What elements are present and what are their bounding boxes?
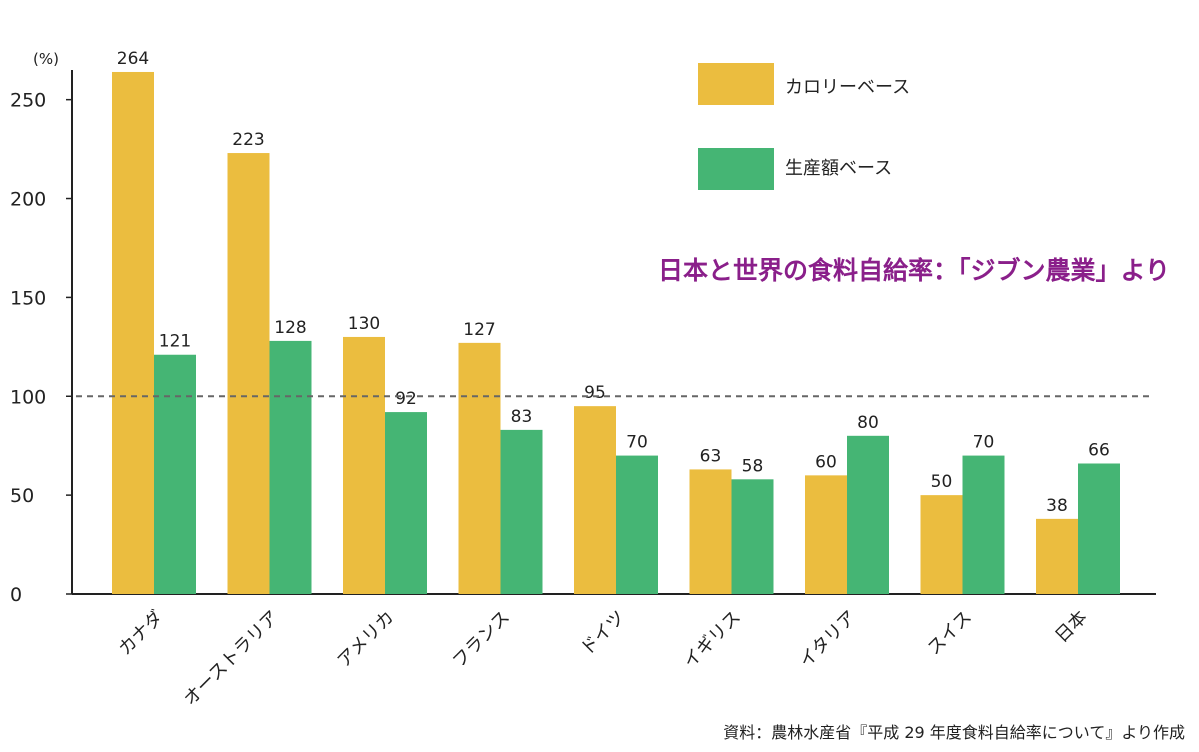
bar-value-label: 83 <box>511 407 533 427</box>
bar-value-label: 130 <box>348 314 380 334</box>
bar-calorie <box>458 342 501 594</box>
bar-calorie <box>689 469 732 594</box>
bar-value-label: 50 <box>931 472 953 492</box>
bar-value-label: 92 <box>395 389 417 409</box>
y-tick-label: 150 <box>10 287 46 309</box>
category-labels: カナダ オーストラリア アメリカ フランス ドイツ イギリス イタリア スイス 日本 <box>115 607 1092 710</box>
category-label: ドイツ <box>577 607 630 660</box>
bar-calorie <box>920 495 963 594</box>
bar-value-label: 70 <box>973 433 995 453</box>
category-label: 日本 <box>1051 607 1091 647</box>
bar-production <box>1078 463 1120 594</box>
bar-calorie <box>227 153 270 594</box>
bar-value-label: 38 <box>1046 496 1068 516</box>
category-label: アメリカ <box>333 607 398 672</box>
bar-calorie <box>805 475 847 594</box>
bar-value-label: 66 <box>1088 440 1110 460</box>
category-label: カナダ <box>115 607 168 660</box>
bar-value-label: 223 <box>232 130 264 150</box>
y-tick-label: 50 <box>10 485 34 507</box>
category-label: スイス <box>923 607 976 660</box>
y-axis-ticks: 0 50 100 150 200 250 <box>10 90 72 606</box>
legend-label-production: 生産額ベース <box>785 158 892 179</box>
bar-value-label: 70 <box>626 433 648 453</box>
source-note: 資料：農林水産省『平成 29 年度食料自給率について』より作成 <box>723 723 1185 742</box>
legend-swatch-calorie <box>698 63 774 105</box>
y-tick-label: 200 <box>10 189 46 211</box>
bar-value-label: 127 <box>463 320 495 340</box>
y-unit-label: (%) <box>33 50 59 68</box>
category-label: オーストラリア <box>180 607 283 710</box>
legend-swatch-production <box>698 148 774 190</box>
bar-production <box>269 340 312 594</box>
bar-value-label: 58 <box>742 456 764 476</box>
bar-value-label: 128 <box>274 318 306 338</box>
bar-calorie <box>574 406 616 594</box>
category-label: イギリス <box>679 607 745 673</box>
bar-production <box>847 435 889 594</box>
bar-value-label: 121 <box>159 332 191 352</box>
bar-production <box>154 354 196 594</box>
bar-value-label: 80 <box>857 413 879 433</box>
bars: 264 121 223 128 130 92 127 83 95 70 63 58 60 80 50 70 38… <box>112 49 1120 594</box>
bar-value-label: 60 <box>815 452 837 472</box>
y-tick-label: 0 <box>10 584 22 606</box>
bar-value-label: 264 <box>117 49 149 69</box>
bar-value-label: 95 <box>584 383 606 403</box>
bar-calorie <box>1036 518 1078 594</box>
y-tick-label: 100 <box>10 386 46 408</box>
y-tick-label: 250 <box>10 90 46 112</box>
bar-calorie <box>112 71 154 594</box>
bar-production <box>962 455 1005 594</box>
bar-value-label: 63 <box>700 446 722 466</box>
legend-label-calorie: カロリーベース <box>785 77 910 98</box>
category-label: イタリア <box>795 607 860 672</box>
category-label: フランス <box>449 607 515 673</box>
chart-title: 日本と世界の食料自給率：「ジブン農業」より <box>658 256 1170 285</box>
bar-production <box>731 479 774 594</box>
bar-calorie <box>343 336 385 594</box>
bar-production <box>385 412 427 594</box>
bar-production <box>500 429 543 594</box>
bar-production <box>616 455 658 594</box>
